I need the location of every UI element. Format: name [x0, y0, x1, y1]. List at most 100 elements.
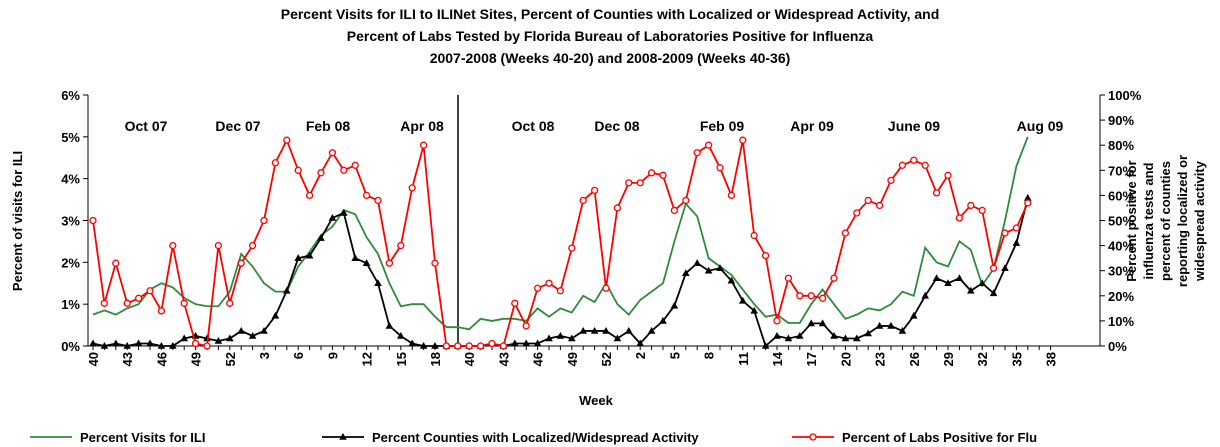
marker — [693, 259, 701, 266]
marker — [739, 296, 747, 304]
marker — [887, 176, 895, 184]
annotation: Feb 09 — [700, 118, 745, 134]
x-tick-label: 40 — [86, 352, 101, 366]
marker — [955, 274, 964, 282]
marker — [830, 274, 838, 282]
marker — [374, 196, 382, 205]
marker — [248, 241, 257, 250]
x-tick-label: 43 — [496, 352, 511, 366]
y-tick-label: 5% — [61, 130, 80, 145]
marker — [123, 299, 131, 307]
marker — [203, 342, 211, 350]
annotation: June 09 — [888, 118, 940, 134]
x-tick-label: 6 — [291, 352, 306, 359]
x-tick-label: 46 — [154, 352, 169, 366]
marker — [989, 289, 998, 297]
marker — [385, 321, 394, 329]
marker — [351, 161, 359, 169]
marker — [317, 169, 325, 177]
x-tick-label: 49 — [189, 352, 204, 366]
marker — [226, 299, 234, 307]
marker — [704, 266, 713, 274]
marker — [123, 342, 131, 349]
series — [92, 136, 1029, 331]
marker — [841, 229, 850, 237]
marker — [750, 306, 758, 314]
marker — [921, 161, 929, 169]
marker — [283, 136, 291, 144]
marker — [659, 171, 667, 179]
marker — [625, 326, 633, 334]
x-tick-label: 18 — [428, 352, 443, 366]
x-tick-label: 23 — [873, 352, 888, 366]
marker — [568, 244, 576, 252]
marker — [670, 301, 679, 309]
marker — [294, 254, 302, 261]
marker — [328, 149, 337, 157]
marker — [305, 191, 314, 200]
marker — [602, 326, 610, 334]
marker — [830, 331, 838, 339]
chart-title: Percent of Labs Tested by Florida Bureau… — [347, 28, 874, 44]
marker — [294, 166, 302, 174]
y2-tick-label: 90% — [1108, 113, 1134, 128]
annotation: Apr 08 — [400, 118, 444, 134]
marker — [932, 189, 941, 197]
marker — [613, 334, 622, 342]
marker — [305, 251, 314, 259]
series-line — [92, 197, 1029, 348]
x-tick-label: 40 — [462, 352, 477, 366]
x-tick-label: 26 — [907, 352, 922, 366]
marker — [408, 184, 416, 192]
x-tick-label: 9 — [325, 352, 340, 359]
marker — [944, 171, 952, 179]
marker — [419, 141, 428, 149]
marker — [932, 274, 941, 282]
marker — [89, 339, 97, 347]
x-tick-label: 11 — [736, 352, 751, 366]
x-tick-label: 12 — [360, 352, 375, 366]
marker — [1001, 264, 1009, 271]
marker — [1024, 199, 1032, 207]
x-tick-label: 52 — [223, 352, 238, 366]
x-tick-label: 29 — [941, 352, 956, 366]
marker — [191, 339, 200, 348]
marker — [636, 339, 644, 347]
annotation: Aug 09 — [1017, 118, 1064, 134]
marker — [556, 331, 565, 339]
marker — [727, 276, 736, 284]
x-tick-label: 14 — [770, 351, 785, 366]
y2-axis-label: widespread activity — [1192, 160, 1207, 282]
marker — [374, 279, 382, 287]
y2-tick-label: 50% — [1108, 214, 1134, 229]
marker — [921, 291, 929, 299]
marker — [590, 326, 599, 334]
x-tick-label: 3 — [257, 352, 272, 359]
marker — [454, 342, 462, 350]
marker — [989, 264, 998, 272]
marker — [967, 201, 975, 210]
marker — [853, 209, 861, 217]
marker — [203, 334, 211, 342]
marker — [134, 339, 143, 347]
annotation: Oct 07 — [125, 118, 168, 134]
marker — [773, 331, 781, 339]
marker — [214, 336, 223, 344]
marker — [579, 326, 587, 334]
marker — [978, 206, 986, 215]
marker — [693, 149, 701, 157]
marker — [625, 179, 633, 187]
marker — [944, 279, 952, 287]
y-tick-label: 1% — [61, 297, 80, 312]
marker — [602, 284, 610, 292]
legend-marker — [809, 433, 817, 441]
marker — [533, 339, 542, 347]
marker — [841, 334, 850, 342]
legend-label: Percent Visits for ILI — [80, 430, 205, 445]
marker — [784, 274, 793, 282]
marker — [214, 241, 223, 250]
marker — [112, 259, 120, 267]
y2-tick-label: 40% — [1108, 239, 1134, 254]
x-tick-label: 49 — [565, 352, 580, 366]
marker — [556, 287, 565, 295]
